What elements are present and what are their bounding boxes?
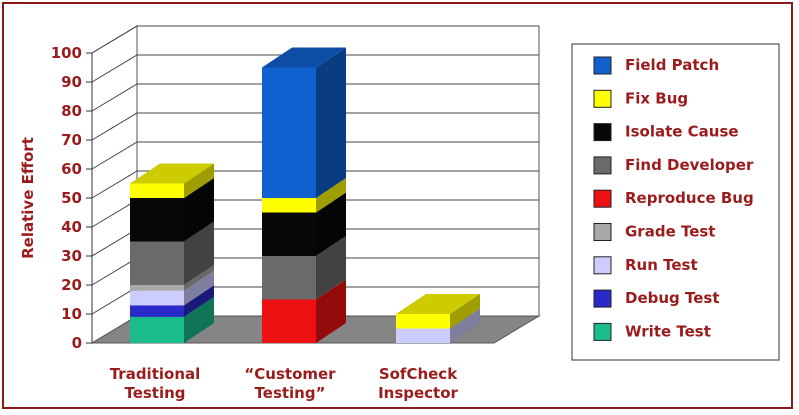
y-tick-label: 80 [61,102,82,120]
bar-segment [396,314,450,329]
legend-swatch [593,322,612,341]
category-label-line: Inspector [378,384,458,402]
legend-label: Grade Test [625,223,715,241]
bar-segment [262,198,316,213]
x-axis-labels: Traditional Testing “Customer Testing” SofCh… [110,365,459,402]
gridline [91,54,539,83]
bar-segment [130,316,184,343]
bar-segment-side [184,178,214,242]
category-label-line: Traditional [110,365,201,383]
bar-segment-side [316,47,346,198]
y-tick-label: 100 [51,44,82,62]
bar-segment-side [184,270,214,306]
legend-label: Field Patch [625,56,719,74]
bar-segment [130,183,184,198]
legend-swatch [593,256,612,275]
y-tick-label: 60 [61,160,82,178]
legend-label: Isolate Cause [625,123,739,141]
legend-label: Find Developer [625,156,754,174]
bar-segment-side [450,294,480,329]
legend-label: Reproduce Bug [625,189,754,207]
legend-swatch [593,289,612,308]
bar-segment [262,67,316,198]
gridline [91,112,539,141]
category-label-line: Testing [124,384,185,402]
legend-swatch [593,89,612,108]
legend-label: Run Test [625,256,698,274]
bar-segment-side [316,279,346,343]
bar-segment-side [316,236,346,300]
y-tick-label: 0 [72,334,82,352]
bar-segment-side [184,296,214,343]
legend-swatch [593,156,612,175]
bar-segment-side [184,285,214,317]
y-tick-label: 70 [61,131,82,149]
bar-segment [130,241,184,285]
y-tick-label: 40 [61,218,82,236]
y-axis-ticks: 0 10 20 30 40 50 60 70 80 90 100 [51,44,93,352]
legend: Field Patch Fix Bug Isolate Cause Find Deve… [571,43,780,361]
y-tick-label: 90 [61,73,82,91]
legend-label: Write Test [625,322,711,340]
category-label-line: Testing” [255,384,326,402]
category-label: SofCheck Inspector [378,365,458,402]
bar-segment [130,198,184,242]
y-tick-label: 30 [61,247,82,265]
chart-bars [130,47,480,343]
bar-segment [130,290,184,306]
bar-segment [130,305,184,317]
bar-segment [262,299,316,343]
legend-swatch [593,189,612,208]
legend-label: Debug Test [625,289,720,307]
category-label-line: “Customer [244,365,336,383]
gridline [91,141,539,170]
category-label-line: SofCheck [379,365,458,383]
category-label: Traditional Testing [110,365,201,402]
legend-swatch [593,56,612,75]
bar-top [262,47,346,68]
bar-segment-side [450,308,480,343]
legend-swatch [593,123,612,142]
y-tick-label: 10 [61,305,82,323]
bar-top [130,163,214,184]
bar-segment [262,212,316,256]
bar-segment-side [184,163,214,198]
y-tick-label: 50 [61,189,82,207]
bar-segment-side [316,178,346,213]
bar-segment-side [184,221,214,285]
legend-label: Fix Bug [625,89,688,107]
y-tick-label: 20 [61,276,82,294]
category-label: “Customer Testing” [244,365,336,402]
y-axis-label: Relative Effort [19,137,37,259]
bar-segment [262,256,316,300]
gridline [91,170,539,199]
gridline [91,25,539,54]
bar-segment [396,328,450,343]
bar-segment [130,285,184,291]
bar-segment-side [184,265,214,291]
bar-segment-side [316,192,346,256]
legend-swatch [593,223,612,241]
gridline [91,83,539,112]
bar-top [396,294,480,314]
